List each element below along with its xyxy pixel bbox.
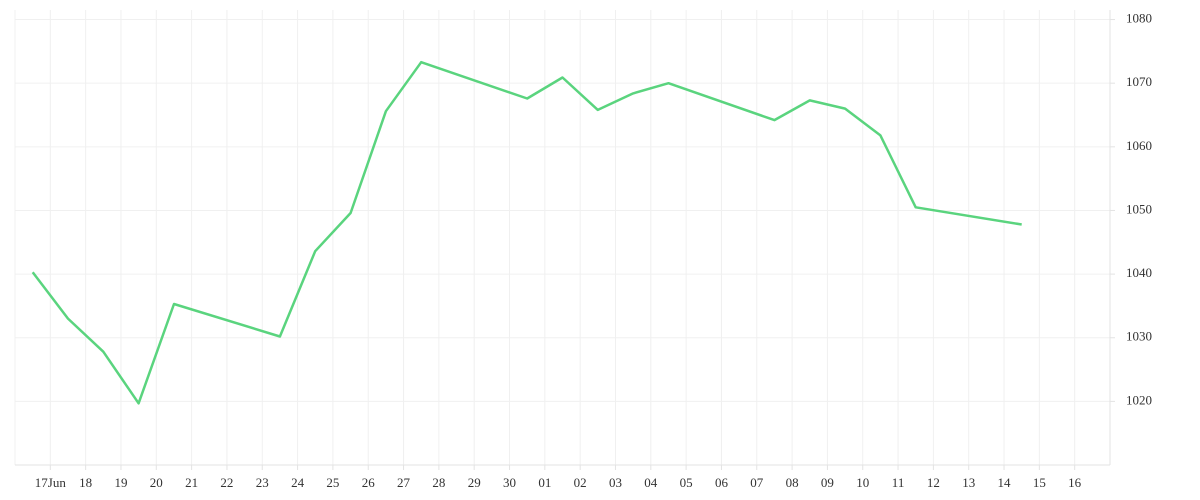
y-tick-label: 1050 [1126, 201, 1152, 216]
x-tick-label: 10 [856, 475, 869, 490]
grid: 17Jun 18 19 20 21 22 23 24 25 26 27 28 29 30 01 02 03 04 0… [14, 10, 1152, 490]
y-tick-label: 1070 [1126, 74, 1152, 89]
x-tick-label: 06 [715, 475, 729, 490]
x-tick-label: 17Jun [35, 475, 67, 490]
x-tick-label: 24 [291, 475, 305, 490]
x-tick-label: 02 [574, 475, 587, 490]
x-tick-label: 04 [644, 475, 658, 490]
x-tick-label: 26 [362, 475, 376, 490]
x-tick-label: 18 [79, 475, 92, 490]
x-tick-label: 20 [150, 475, 163, 490]
x-tick-label: 07 [750, 475, 764, 490]
x-tick-label: 11 [892, 475, 905, 490]
y-tick-label: 1080 [1126, 11, 1152, 26]
y-tick-label: 1040 [1126, 265, 1152, 280]
x-tick-label: 03 [609, 475, 622, 490]
x-tick-label: 22 [220, 475, 233, 490]
x-tick-label: 23 [256, 475, 269, 490]
x-tick-label: 27 [397, 475, 411, 490]
x-tick-label: 09 [821, 475, 834, 490]
x-tick-label: 28 [432, 475, 445, 490]
x-tick-label: 01 [538, 475, 551, 490]
x-tick-label: 13 [962, 475, 975, 490]
x-tick-label: 30 [503, 475, 516, 490]
x-tick-label: 08 [786, 475, 799, 490]
y-tick-label: 1020 [1126, 392, 1152, 407]
y-tick-label: 1060 [1126, 138, 1152, 153]
x-tick-label: 14 [998, 475, 1012, 490]
x-tick-label: 21 [185, 475, 198, 490]
x-tick-label: 15 [1033, 475, 1046, 490]
x-tick-label: 05 [680, 475, 693, 490]
plot [31, 60, 1022, 405]
x-tick-label: 12 [927, 475, 940, 490]
x-tick-label: 19 [114, 475, 127, 490]
x-tick-label: 25 [326, 475, 339, 490]
y-tick-label: 1030 [1126, 329, 1152, 344]
x-tick-label: 16 [1068, 475, 1082, 490]
x-tick-label: 29 [468, 475, 481, 490]
price-line [31, 60, 1022, 405]
